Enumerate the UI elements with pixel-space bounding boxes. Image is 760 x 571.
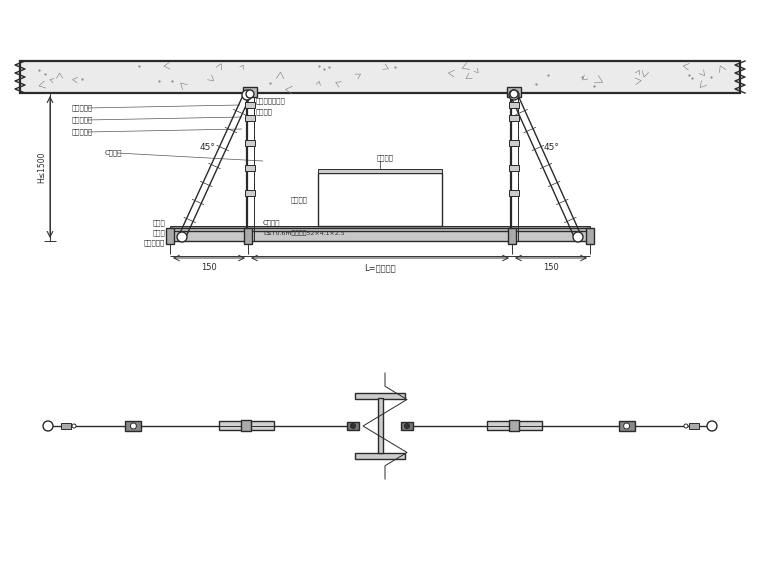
Bar <box>347 422 359 430</box>
Circle shape <box>131 423 136 429</box>
Bar <box>245 165 255 171</box>
Bar <box>219 421 274 430</box>
Circle shape <box>404 424 410 428</box>
Text: 压扩底锶栓: 压扩底锶栓 <box>72 104 93 111</box>
Bar <box>509 165 519 171</box>
Bar <box>318 169 442 173</box>
Circle shape <box>509 90 519 100</box>
Bar <box>166 228 174 244</box>
Bar <box>509 190 519 196</box>
Text: 非大直螺母: 非大直螺母 <box>144 240 165 246</box>
Text: 锅固件: 锅固件 <box>152 220 165 226</box>
Bar <box>509 140 519 146</box>
Bar <box>245 140 255 146</box>
Circle shape <box>624 423 629 429</box>
Text: 非大直螺栌: 非大直螺栌 <box>72 128 93 135</box>
Circle shape <box>510 90 518 98</box>
Circle shape <box>707 421 717 431</box>
Circle shape <box>177 232 187 242</box>
Text: 加劲装置: 加劲装置 <box>256 108 273 115</box>
Text: H≤1500: H≤1500 <box>37 151 46 183</box>
Bar <box>355 393 405 399</box>
Text: 45°: 45° <box>544 143 560 152</box>
Bar <box>245 115 255 121</box>
Text: 蝶蝶块: 蝶蝶块 <box>152 230 165 236</box>
Circle shape <box>573 232 583 242</box>
Bar <box>509 115 519 121</box>
Bar <box>507 87 521 97</box>
Bar <box>401 422 413 430</box>
Bar <box>170 231 590 241</box>
Bar <box>619 421 635 431</box>
Bar <box>318 173 442 226</box>
Bar <box>245 102 255 108</box>
Bar <box>508 228 516 244</box>
Bar <box>61 423 71 429</box>
Text: 非大直螺栌接头: 非大直螺栌接头 <box>256 98 286 104</box>
Text: L=桥架宽度: L=桥架宽度 <box>364 263 396 272</box>
Bar <box>509 102 519 108</box>
Circle shape <box>350 424 356 428</box>
Bar <box>170 226 590 228</box>
Bar <box>243 87 257 97</box>
Text: C道槽锂: C道槽锂 <box>105 150 122 156</box>
Bar <box>508 420 519 431</box>
Text: 45°: 45° <box>200 143 216 152</box>
Text: 150: 150 <box>543 263 559 272</box>
Text: C型槽锂: C型槽锂 <box>263 220 280 226</box>
Bar <box>241 420 252 431</box>
Text: 悬吸装置: 悬吸装置 <box>291 196 308 203</box>
Bar <box>125 421 141 431</box>
Bar <box>245 190 255 196</box>
Circle shape <box>72 424 76 428</box>
Bar <box>244 228 252 244</box>
Text: 抗震动弹件: 抗震动弹件 <box>72 116 93 123</box>
Bar <box>378 398 383 453</box>
Circle shape <box>246 90 254 98</box>
Bar <box>355 453 405 459</box>
Bar <box>689 423 699 429</box>
Bar <box>20 61 740 93</box>
Text: 150: 150 <box>201 263 217 272</box>
Text: 电缆桥架: 电缆桥架 <box>376 154 394 161</box>
Circle shape <box>242 90 252 100</box>
Bar <box>586 228 594 244</box>
Bar <box>486 421 542 430</box>
Bar <box>170 228 590 231</box>
Text: L≤T0.6m时不小于52×4.1×2.5: L≤T0.6m时不小于52×4.1×2.5 <box>263 230 344 236</box>
Circle shape <box>684 424 688 428</box>
Circle shape <box>43 421 53 431</box>
